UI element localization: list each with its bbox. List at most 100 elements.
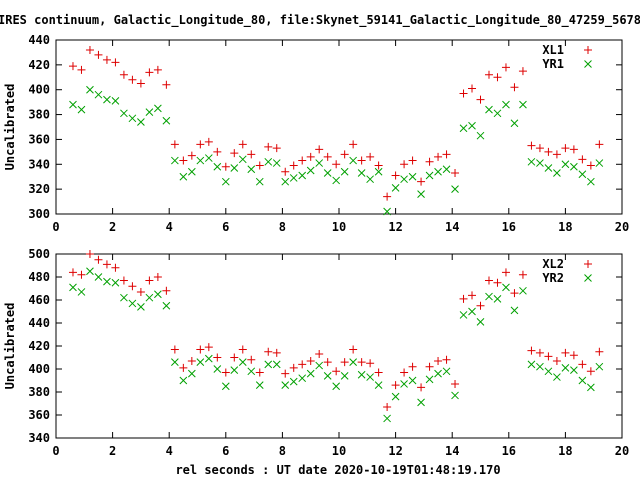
y-tick-label: 340 <box>28 157 50 171</box>
data-point-YR2 <box>417 398 425 407</box>
data-point-YR1 <box>298 171 307 180</box>
data-point-XL2 <box>323 358 332 367</box>
data-point-XL1 <box>323 152 332 161</box>
data-point-YR1 <box>561 160 570 169</box>
data-point-XL2 <box>204 343 213 352</box>
data-point-XL1 <box>281 167 290 176</box>
data-point-YR2 <box>459 311 468 319</box>
x-tick-label: 14 <box>445 220 459 234</box>
data-point-XL1 <box>340 150 349 159</box>
data-point-XL1 <box>383 192 392 201</box>
data-point-XL1 <box>518 67 527 76</box>
data-point-YR2 <box>510 306 519 315</box>
data-point-YR1 <box>103 95 111 104</box>
data-point-XL1 <box>255 161 264 170</box>
data-point-YR1 <box>332 176 341 185</box>
legend-label: XL2 <box>542 257 564 271</box>
data-point-YR2 <box>204 354 213 363</box>
data-point-YR1 <box>544 164 553 172</box>
x-tick-label: 6 <box>222 444 229 458</box>
data-point-YR2 <box>171 358 179 366</box>
data-point-YR1 <box>595 159 604 167</box>
x-axis-label: rel seconds : UT date 2020-10-19T01:48:1… <box>175 463 500 477</box>
data-point-YR2 <box>230 366 239 375</box>
data-point-YR1 <box>94 90 103 99</box>
x-tick-label: 8 <box>279 220 286 234</box>
data-point-XL1 <box>111 58 120 67</box>
data-point-YR2 <box>485 292 493 301</box>
data-point-XL2 <box>136 287 145 296</box>
data-point-YR2 <box>561 363 570 372</box>
data-point-YR1 <box>425 171 434 180</box>
data-point-XL2 <box>425 362 434 371</box>
data-point-YR2 <box>578 376 587 385</box>
x-tick-label: 8 <box>279 444 286 458</box>
data-point-XL2 <box>332 367 341 376</box>
data-point-YR1 <box>510 119 519 128</box>
data-point-YR2 <box>374 381 383 389</box>
y-tick-label: 360 <box>28 132 50 146</box>
x-tick-label: 0 <box>52 444 59 458</box>
x-tick-label: 16 <box>502 444 516 458</box>
data-point-XL1 <box>145 68 154 77</box>
data-point-XL2 <box>162 286 171 295</box>
data-point-YR2 <box>527 360 536 369</box>
data-point-YR2 <box>69 283 77 292</box>
data-point-XL2 <box>468 291 477 300</box>
data-point-XL2 <box>238 345 247 354</box>
data-point-XL1 <box>357 156 366 165</box>
data-point-XL2 <box>111 263 120 272</box>
data-point-YR1 <box>383 207 391 216</box>
series-XL1 <box>68 45 604 201</box>
data-point-YR1 <box>459 124 468 133</box>
data-point-XL2 <box>383 402 392 411</box>
data-point-YR1 <box>374 167 383 176</box>
data-point-XL2 <box>518 270 527 279</box>
data-point-XL2 <box>391 381 400 390</box>
data-point-YR1 <box>306 166 315 175</box>
data-point-YR2 <box>298 374 307 383</box>
data-point-XL2 <box>340 358 349 367</box>
data-point-YR1 <box>213 162 222 171</box>
data-point-YR1 <box>272 159 281 167</box>
data-point-YR2 <box>306 369 315 378</box>
data-point-XL2 <box>442 355 451 364</box>
x-tick-label: 10 <box>332 444 346 458</box>
data-point-YR2 <box>587 383 595 392</box>
data-point-XL2 <box>357 358 366 367</box>
data-point-YR2 <box>366 373 374 381</box>
data-point-YR2 <box>340 372 349 380</box>
legend-marker <box>584 274 592 282</box>
data-point-XL1 <box>68 62 77 71</box>
x-tick-label: 20 <box>615 444 629 458</box>
data-point-XL2 <box>366 359 375 368</box>
data-point-YR1 <box>434 167 442 176</box>
data-point-XL2 <box>408 362 417 371</box>
data-point-XL1 <box>408 156 417 165</box>
data-point-XL1 <box>289 161 298 170</box>
series-XL2 <box>68 250 604 411</box>
data-point-XL2 <box>493 278 502 287</box>
data-point-YR2 <box>553 373 561 381</box>
data-point-XL1 <box>501 63 510 72</box>
data-point-YR1 <box>400 175 408 184</box>
data-point-YR1 <box>162 116 171 125</box>
data-point-YR2 <box>221 382 230 391</box>
data-point-YR2 <box>323 372 332 380</box>
data-point-XL2 <box>221 368 230 377</box>
data-point-YR2 <box>408 376 417 385</box>
data-point-XL2 <box>170 345 179 354</box>
data-point-YR1 <box>493 109 502 118</box>
data-point-YR1 <box>255 177 264 186</box>
x-tick-label: 4 <box>166 444 173 458</box>
x-tick-label: 2 <box>109 444 116 458</box>
data-point-XL2 <box>119 276 128 285</box>
data-point-YR1 <box>137 118 145 126</box>
data-point-YR2 <box>425 375 434 384</box>
data-point-YR2 <box>145 293 154 302</box>
y-tick-label: 360 <box>28 408 50 422</box>
data-point-XL2 <box>289 363 298 372</box>
data-point-XL1 <box>128 75 137 84</box>
data-point-YR2 <box>120 293 128 302</box>
data-point-XL1 <box>442 150 451 159</box>
